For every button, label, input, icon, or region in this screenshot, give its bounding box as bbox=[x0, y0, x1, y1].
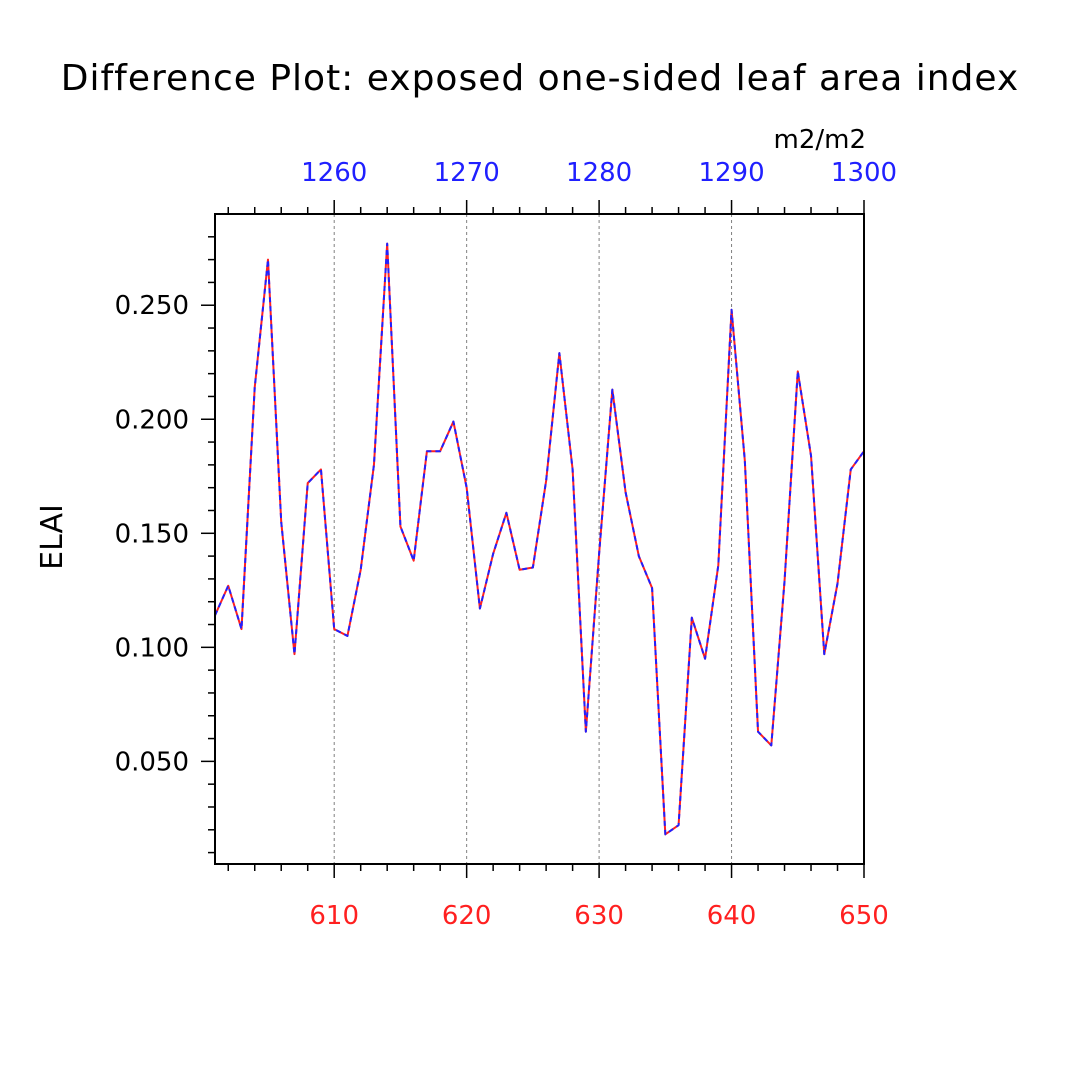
xtick-label-top-0: 1260 bbox=[301, 158, 367, 188]
xtick-label-top-1: 1270 bbox=[434, 158, 500, 188]
chart-title: Difference Plot: exposed one-sided leaf … bbox=[61, 58, 1019, 99]
ytick-label-0: 0.050 bbox=[115, 747, 189, 777]
xtick-label-bottom-3: 640 bbox=[707, 901, 757, 931]
series-lines bbox=[214, 242, 865, 836]
units-label: m2/m2 bbox=[774, 125, 867, 155]
xtick-label-top-2: 1280 bbox=[566, 158, 632, 188]
tick-labels: 0.050 0.100 0.150 0.200 0.250 610 620 630 640 650… bbox=[115, 158, 898, 931]
ytick-label-2: 0.150 bbox=[115, 519, 189, 549]
xtick-label-bottom-2: 630 bbox=[574, 901, 624, 931]
axis-ticks bbox=[201, 200, 865, 878]
xtick-label-top-3: 1290 bbox=[698, 158, 764, 188]
series-line-1 bbox=[214, 242, 865, 836]
xtick-label-bottom-0: 610 bbox=[309, 901, 359, 931]
xtick-label-bottom-1: 620 bbox=[442, 901, 492, 931]
ytick-label-1: 0.100 bbox=[115, 633, 189, 663]
xtick-label-top-4: 1300 bbox=[831, 158, 897, 188]
y-axis-label: ELAI bbox=[35, 504, 70, 570]
gridlines bbox=[333, 214, 733, 864]
plot-frame bbox=[214, 213, 865, 865]
series-line-2 bbox=[214, 242, 865, 836]
xtick-label-bottom-4: 650 bbox=[839, 901, 889, 931]
ytick-label-3: 0.200 bbox=[115, 405, 189, 435]
ytick-label-4: 0.250 bbox=[115, 291, 189, 321]
